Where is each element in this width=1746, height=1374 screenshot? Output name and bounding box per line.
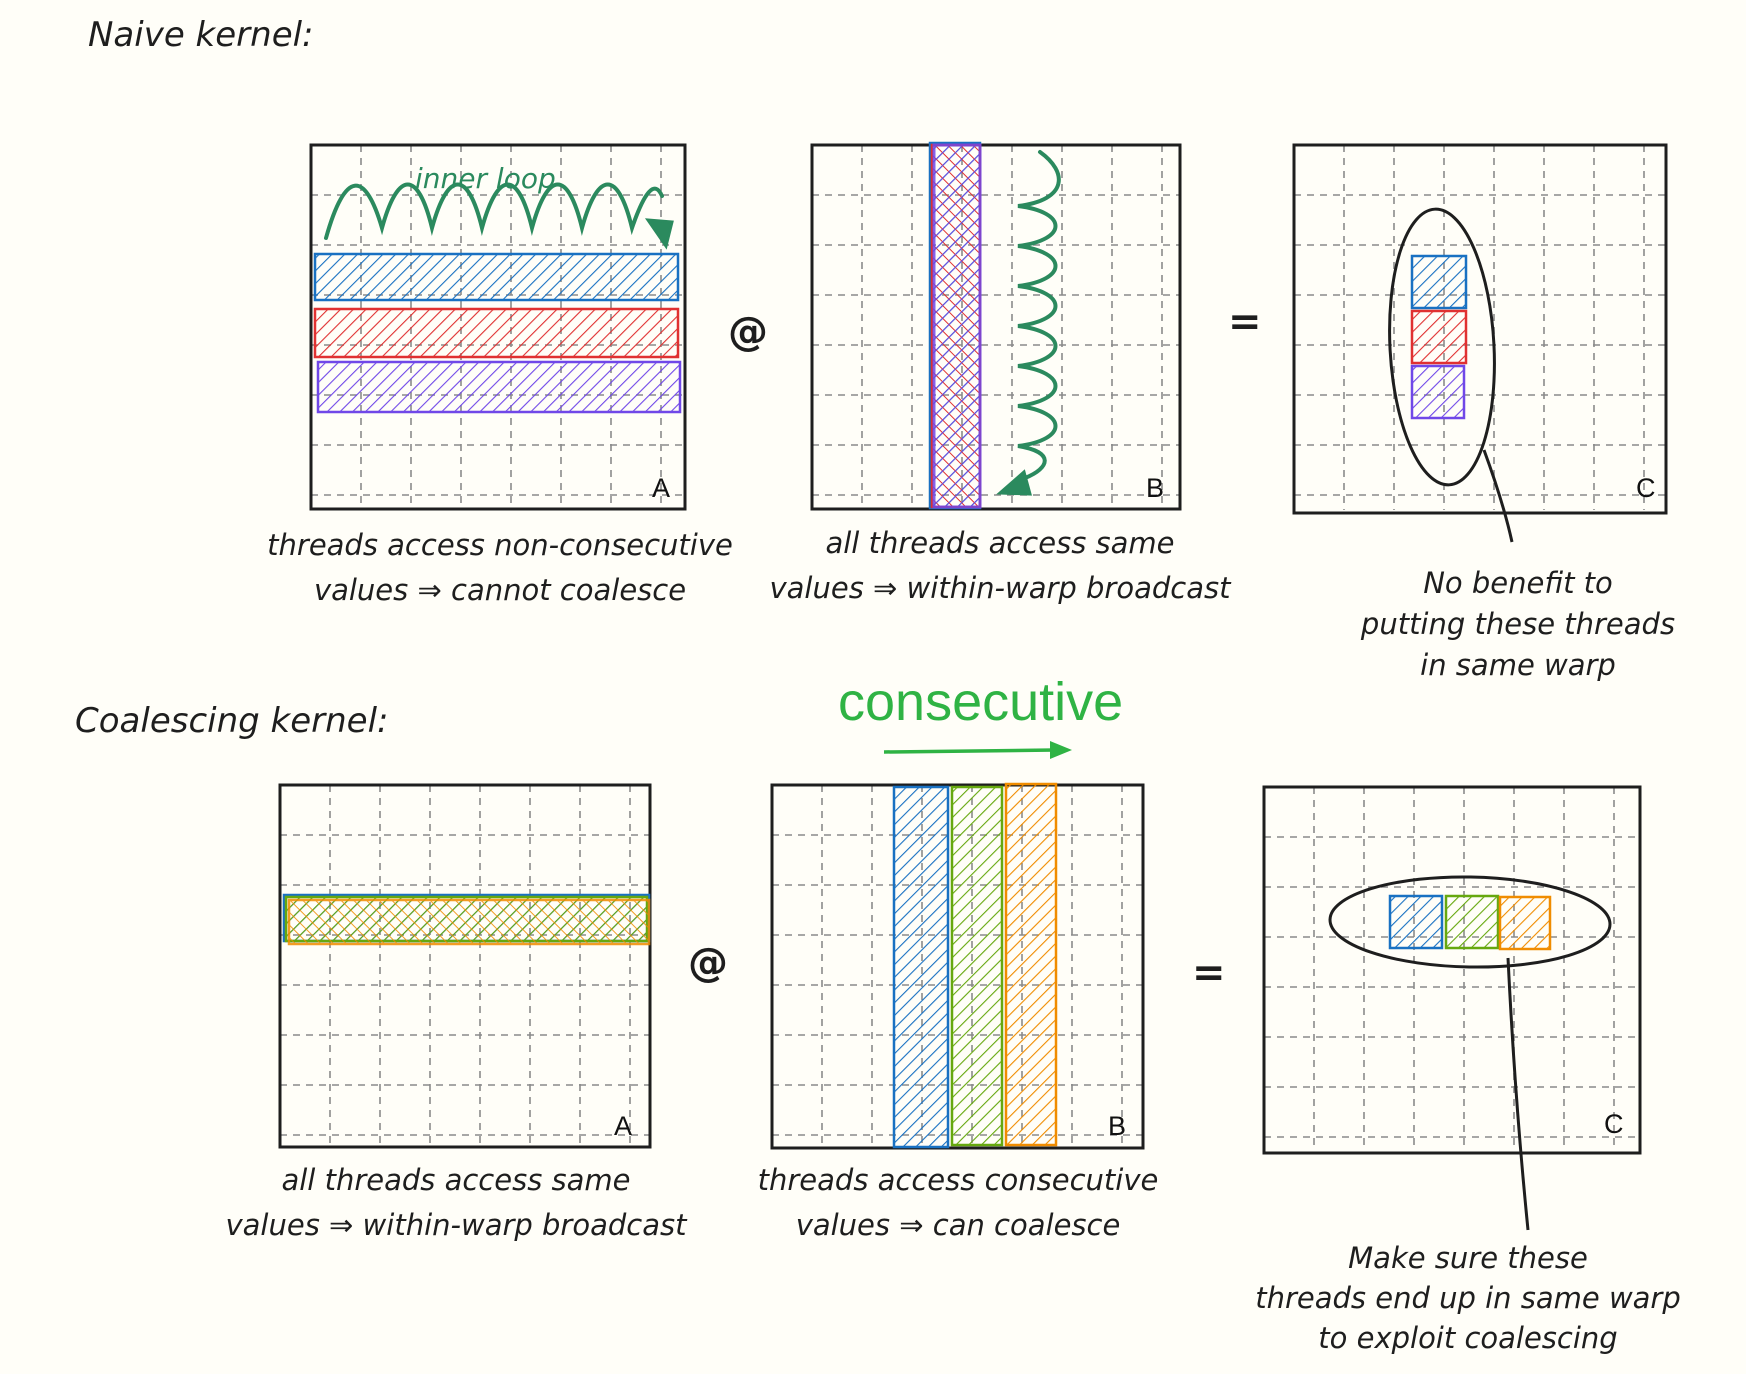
naive-c-caption-line-2: putting these threads [1360,607,1675,641]
naive-equals-operator: = [1228,299,1262,345]
coalescing-c-cell-green [1444,894,1500,950]
naive-c-warp-ellipse [1388,207,1496,487]
coalescing-b-col-blue [892,785,950,1149]
naive-c-cell-purple [1410,364,1466,420]
naive-matrix-b-frame [810,143,1182,511]
coalescing-matrix-c-label: C [1604,1109,1624,1139]
naive-matrix-c: C [1292,143,1668,543]
naive-matrix-b-grid [812,145,1180,505]
naive-a-caption-line-1: threads access non-consecutive [267,528,733,562]
coalescing-matrix-c: C [1262,785,1642,1231]
naive-a-caption-line-2: values ⇒ cannot coalesce [314,573,686,607]
coalescing-b-col-orange [1004,782,1058,1147]
naive-matrix-b: B [810,141,1182,511]
naive-matrix-b-label: B [1146,473,1164,503]
naive-b-col-purple [932,143,982,509]
inner-loop-arrowhead-icon [644,218,674,250]
coalescing-b-col-green [950,785,1004,1147]
coalescing-c-caption-line-3: to exploit coalescing [1318,1321,1617,1355]
naive-b-caption-line-1: all threads access same [825,526,1174,560]
naive-matrix-a: inner loop A [309,143,687,511]
coalescing-matrix-a-grid [280,785,650,1143]
coalescing-c-warp-ellipse [1328,875,1612,969]
coalescing-a-row-orange [287,898,651,946]
naive-matrix-a-label: A [652,473,670,503]
naive-b-caption-line-2: values ⇒ within-warp broadcast [770,571,1233,605]
naive-b-loop-arrowhead-icon [996,469,1032,496]
naive-c-caption-line-3: in same warp [1420,648,1616,682]
coalescing-matrix-a-frame [278,783,652,1149]
inner-loop-label: inner loop [415,162,556,195]
consecutive-label: consecutive [838,672,1123,732]
naive-matrix-c-frame [1292,143,1668,515]
coalescing-a-caption-line-2: values ⇒ within-warp broadcast [226,1208,689,1242]
naive-a-row-blue [313,252,680,302]
naive-c-caption-line-1: No benefit to [1423,566,1613,600]
coalescing-matrix-a: A [278,783,652,1149]
coalescing-matrix-c-frame [1262,785,1642,1155]
coalescing-a-caption-line-1: all threads access same [281,1163,630,1197]
coalescing-b-caption-line-1: threads access consecutive [758,1163,1159,1197]
coalescing-c-caption-line-2: threads end up in same warp [1255,1281,1681,1315]
naive-c-cell-blue [1410,254,1468,310]
coalescing-c-callout-line [1506,957,1530,1231]
naive-matmul-operator: @ [728,309,768,355]
coalescing-c-caption-line-1: Make sure these [1348,1241,1588,1275]
naive-a-row-purple [316,360,682,414]
naive-kernel-heading: Naive kernel: [88,15,314,55]
naive-c-cell-red [1410,309,1468,365]
consecutive-arrowhead-icon [1050,741,1072,759]
naive-a-row-red [313,307,680,359]
coalescing-matrix-b-frame [770,783,1145,1150]
coalescing-c-cell-blue [1388,894,1444,950]
coalescing-matmul-operator: @ [688,940,728,986]
coalescing-matrix-c-grid [1264,787,1640,1150]
coalescing-equals-operator: = [1192,950,1226,996]
coalescing-matrix-b-label: B [1108,1111,1126,1141]
coalescing-matrix-b: B [770,782,1145,1150]
naive-matrix-c-label: C [1636,473,1656,503]
naive-b-loop-squiggle [1017,150,1061,480]
coalescing-matrix-a-label: A [614,1111,632,1141]
inner-loop-squiggle [324,182,664,240]
naive-matrix-a-frame [309,143,687,511]
coalescing-c-cell-orange [1498,895,1552,951]
naive-c-callout-line [1482,449,1514,543]
coalescing-b-caption-line-2: values ⇒ can coalesce [796,1208,1121,1242]
coalescing-kernel-heading: Coalescing kernel: [75,701,389,741]
consecutive-arrow-shaft [883,748,1056,754]
